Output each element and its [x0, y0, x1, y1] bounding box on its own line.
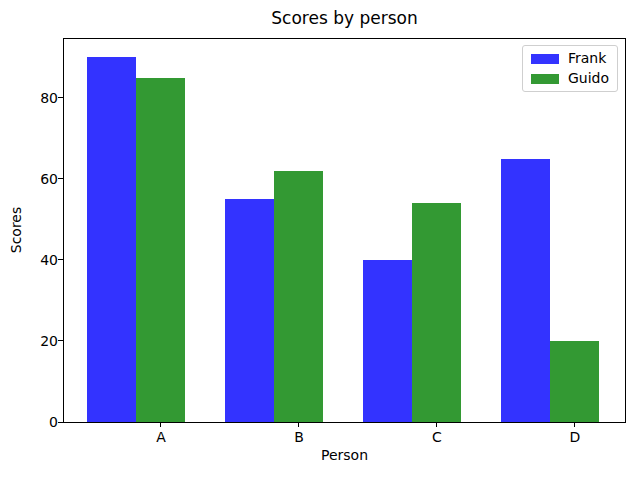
y-tick-label-20: 20	[0, 332, 58, 350]
bar-guido-b	[274, 171, 323, 422]
y-tick-mark-80	[58, 97, 63, 98]
x-tick-label-a: A	[141, 429, 181, 445]
legend-swatch-guido	[531, 74, 559, 84]
bar-frank-d	[501, 159, 550, 422]
bar-guido-d	[550, 341, 599, 422]
bar-frank-b	[225, 199, 274, 422]
y-tick-label-60: 60	[0, 170, 58, 188]
y-tick-label-0: 0	[0, 413, 58, 431]
x-tick-label-d: D	[555, 429, 595, 445]
bar-guido-c	[412, 203, 461, 422]
bar-guido-a	[136, 78, 185, 422]
legend-swatch-frank	[531, 54, 559, 64]
x-tick-mark-a	[160, 422, 161, 427]
x-tick-mark-d	[574, 422, 575, 427]
y-tick-label-40: 40	[0, 251, 58, 269]
y-tick-mark-40	[58, 259, 63, 260]
bar-frank-a	[87, 57, 136, 422]
figure: Scores by person Scores Frank Guido 0 20 4…	[0, 0, 640, 480]
x-tick-mark-c	[436, 422, 437, 427]
x-tick-label-b: B	[279, 429, 319, 445]
x-tick-label-c: C	[417, 429, 457, 445]
y-tick-label-80: 80	[0, 89, 58, 107]
legend-item-frank: Frank	[531, 50, 609, 67]
legend-item-guido: Guido	[531, 70, 609, 87]
x-tick-mark-b	[298, 422, 299, 427]
y-tick-mark-20	[58, 340, 63, 341]
chart-title: Scores by person	[63, 8, 626, 28]
legend-label-guido: Guido	[568, 70, 609, 87]
bar-frank-c	[363, 260, 412, 422]
y-tick-mark-0	[58, 422, 63, 423]
plot-area: Frank Guido	[63, 38, 626, 423]
x-axis-label: Person	[63, 447, 626, 463]
legend-label-frank: Frank	[568, 50, 606, 67]
y-axis-label: Scores	[8, 207, 24, 254]
legend: Frank Guido	[522, 45, 618, 92]
y-tick-mark-60	[58, 178, 63, 179]
